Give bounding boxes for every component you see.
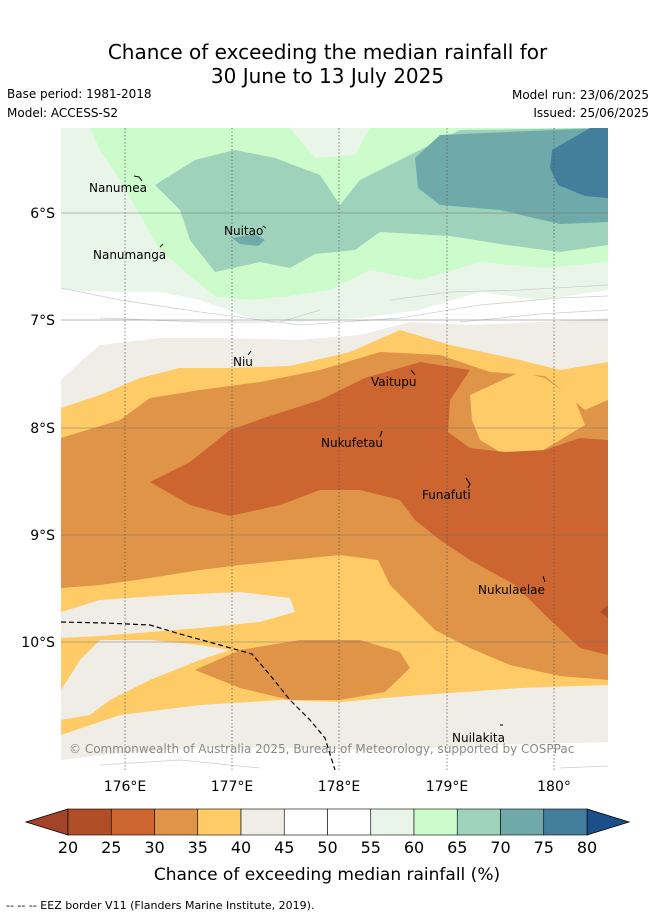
colorbar-segment bbox=[283, 808, 328, 836]
lat-label-6s: 6°S bbox=[30, 206, 55, 222]
colorbar-tick-label: 70 bbox=[490, 838, 510, 857]
island-label-nukulaelae: Nukulaelae bbox=[478, 583, 545, 597]
longitude-gridlines bbox=[124, 128, 555, 771]
lon-label-179e: 179°E bbox=[426, 779, 469, 795]
colorbar-tick-label: 30 bbox=[144, 838, 164, 857]
vaitupu-shape bbox=[410, 369, 416, 376]
nuitao-shape bbox=[262, 225, 267, 229]
contour-45-50-bottom bbox=[61, 742, 608, 771]
contour-35-40-east bbox=[470, 372, 585, 455]
colorbar-tick-label: 80 bbox=[577, 838, 597, 857]
colorbar-tick-label: 50 bbox=[317, 838, 337, 857]
model-name: Model: ACCESS-S2 bbox=[7, 106, 119, 120]
colorbar-tick-label: 25 bbox=[101, 838, 121, 857]
colorbar-tick-label: 45 bbox=[274, 838, 294, 857]
lat-label-9s: 9°S bbox=[30, 528, 55, 544]
contour-25-30 bbox=[150, 362, 608, 655]
colorbar-segment bbox=[500, 808, 545, 836]
colorbar-segment bbox=[413, 808, 458, 836]
longitude-labels: 176°E 177°E 178°E 179°E 180° bbox=[104, 779, 571, 795]
nanumea-shape bbox=[133, 175, 143, 182]
contour-55-60-patch bbox=[290, 128, 370, 158]
nukufetau-shape bbox=[379, 430, 383, 438]
colorbar-segment bbox=[456, 808, 501, 836]
lon-label-180: 180° bbox=[537, 779, 571, 795]
title-line-1: Chance of exceeding the median rainfall … bbox=[107, 40, 548, 64]
colorbar-segment bbox=[197, 808, 242, 836]
lon-label-178e: 178°E bbox=[318, 779, 361, 795]
map-title: Chance of exceeding the median rainfall … bbox=[0, 40, 655, 88]
contour-75-80 bbox=[550, 128, 608, 198]
colorbar-label: Chance of exceeding median rainfall (%) bbox=[154, 865, 500, 885]
island-label-niu: Niu bbox=[233, 355, 253, 369]
colorbar-segment bbox=[327, 808, 372, 836]
lon-label-177e: 177°E bbox=[211, 779, 254, 795]
colorbar-tick-label: 60 bbox=[404, 838, 424, 857]
colorbar-segment bbox=[370, 808, 415, 836]
contour-20-25 bbox=[600, 605, 608, 618]
colorbar-segment bbox=[154, 808, 199, 836]
base-period: Base period: 1981-2018 bbox=[7, 87, 152, 101]
colorbar-segment bbox=[67, 808, 112, 836]
title-line-2: 30 June to 13 July 2025 bbox=[210, 64, 445, 88]
contour-40-45-south bbox=[61, 592, 295, 638]
colorbar-tick-label: 40 bbox=[231, 838, 251, 857]
contour-nuitao-patch bbox=[232, 234, 265, 246]
nukulaelae-shape bbox=[542, 575, 546, 583]
island-label-vaitupu: Vaitupu bbox=[371, 375, 417, 389]
island-label-nukufetau: Nukufetau bbox=[321, 436, 383, 450]
colorbar-tick-label: 55 bbox=[361, 838, 381, 857]
colorbar-segment bbox=[543, 808, 588, 836]
colorbar-tick-label: 65 bbox=[447, 838, 467, 857]
nanumanga-shape bbox=[159, 243, 164, 248]
map-area bbox=[61, 128, 608, 771]
latitude-labels: 6°S 7°S 8°S 9°S 10°S bbox=[21, 206, 55, 651]
model-run: Model run: 23/06/2025 bbox=[511, 88, 649, 102]
eez-border bbox=[60, 621, 336, 771]
latitude-gridlines bbox=[61, 212, 608, 643]
eez-legend: -- -- -- EEZ border V11 (Flanders Marine… bbox=[6, 899, 315, 912]
colorbar-tick-label: 20 bbox=[58, 838, 78, 857]
contour-40-45-sw bbox=[61, 640, 230, 720]
colorbar-over-arrow bbox=[586, 808, 631, 836]
colorbar bbox=[24, 808, 631, 836]
island-label-funafuti: Funafuti bbox=[422, 488, 471, 502]
issued-date: Issued: 25/06/2025 bbox=[533, 106, 649, 120]
colorbar-segment bbox=[240, 808, 285, 836]
niu-shape bbox=[247, 350, 252, 356]
copyright-text: © Commonwealth of Australia 2025, Bureau… bbox=[69, 742, 574, 756]
island-label-nanumanga: Nanumanga bbox=[93, 248, 166, 262]
island-label-nanumea: Nanumea bbox=[89, 181, 147, 195]
contour-30-35-south bbox=[195, 640, 410, 700]
contour-30-35 bbox=[61, 352, 608, 680]
colorbar-segment bbox=[110, 808, 155, 836]
island-shapes bbox=[133, 175, 546, 726]
funafuti-shape bbox=[465, 477, 471, 489]
lat-label-8s: 8°S bbox=[30, 421, 55, 437]
island-label-nuitao: Nuitao bbox=[224, 224, 263, 238]
colorbar-tick-label: 75 bbox=[534, 838, 554, 857]
lat-label-7s: 7°S bbox=[30, 313, 55, 329]
lat-label-10s: 10°S bbox=[21, 635, 55, 651]
island-labels: Nanumea Nuitao Nanumanga Niu Vaitupu Nuk… bbox=[89, 181, 545, 745]
colorbar-under-arrow bbox=[24, 808, 69, 836]
contour-lines bbox=[61, 284, 608, 769]
colorbar-tick-labels: 20 25 30 35 40 45 50 55 60 65 70 75 80 bbox=[58, 838, 597, 857]
island-label-nuilakita: Nuilakita bbox=[452, 731, 505, 745]
colorbar-tick-label: 35 bbox=[188, 838, 208, 857]
lon-label-176e: 176°E bbox=[104, 779, 147, 795]
